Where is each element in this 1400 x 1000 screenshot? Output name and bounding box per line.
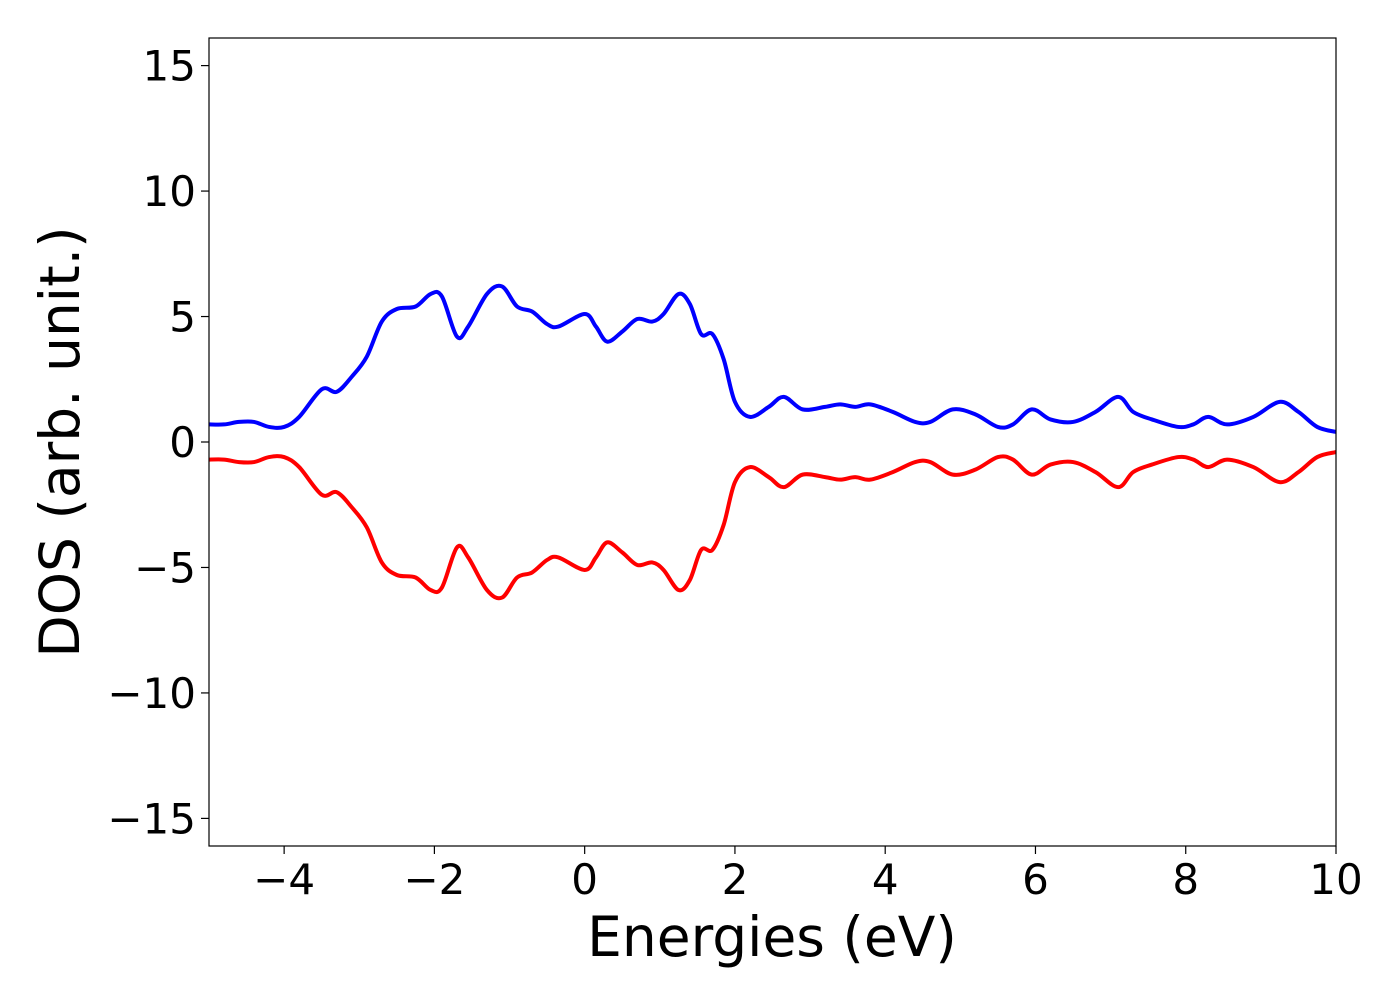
series-layer [209, 283, 1336, 601]
y-axis-label: DOS (arb. unit.) [28, 226, 92, 657]
x-tick-label: 0 [571, 855, 598, 904]
y-tick-label: −15 [107, 794, 196, 843]
x-tick-label: −2 [403, 855, 465, 904]
x-tick-label: 8 [1172, 855, 1199, 904]
x-tick-label: 10 [1309, 855, 1362, 904]
x-tick-label: −4 [253, 855, 315, 904]
y-tick-label: −10 [107, 669, 196, 718]
y-tick-label: 15 [143, 42, 196, 91]
y-tick-label: 5 [169, 293, 196, 342]
x-tick-label: 4 [872, 855, 899, 904]
x-tick-label: 2 [722, 855, 749, 904]
series-line-2 [209, 450, 1336, 601]
plot-background [209, 38, 1336, 846]
y-tick-label: −5 [134, 543, 196, 592]
x-tick-label: 6 [1022, 855, 1049, 904]
series-line-1 [209, 283, 1336, 434]
y-tick-label: 0 [169, 418, 196, 467]
x-axis-label: Energies (eV) [587, 905, 957, 969]
x-axis-ticks: −4 −2 0 2 4 6 8 10 [253, 846, 1363, 904]
y-tick-label: 10 [143, 167, 196, 216]
y-axis-ticks: 15 10 5 0 −5 −10 −15 [107, 42, 209, 843]
